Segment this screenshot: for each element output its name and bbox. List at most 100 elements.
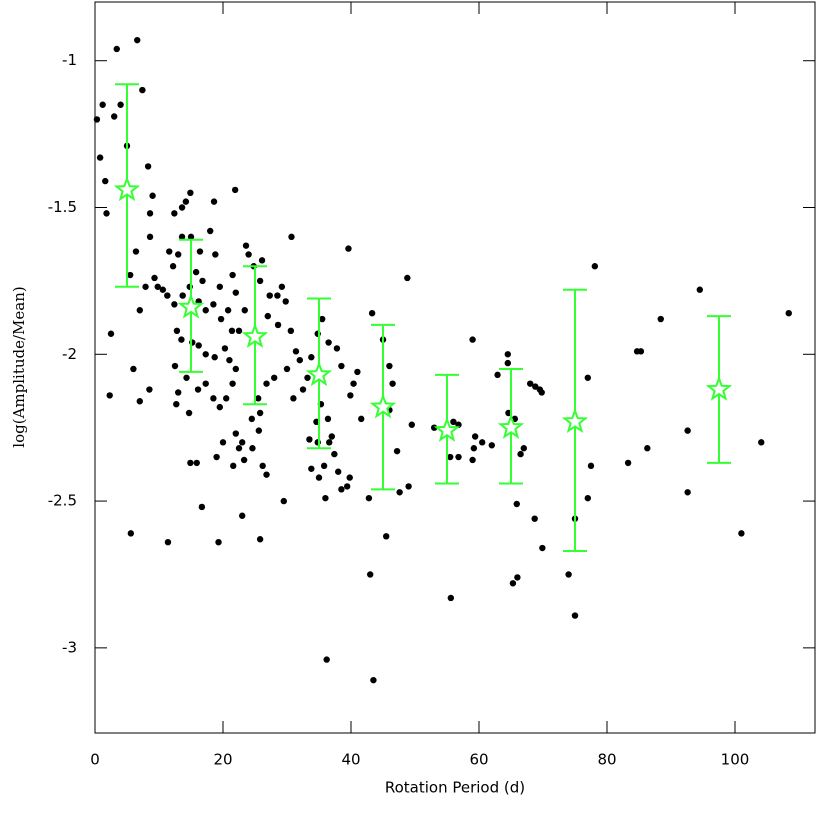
data-point (404, 274, 411, 282)
data-point (447, 594, 455, 602)
data-point (447, 453, 454, 461)
data-point (324, 415, 332, 423)
data-point (343, 483, 351, 490)
y-tick-label: -1 (62, 51, 77, 69)
data-point (103, 210, 110, 217)
data-point (239, 512, 246, 519)
data-point (212, 251, 219, 258)
data-point (187, 189, 194, 197)
data-point (146, 210, 154, 217)
data-point (587, 462, 595, 470)
data-point (231, 186, 239, 194)
data-point (266, 292, 273, 299)
data-point (494, 371, 501, 379)
data-point (509, 580, 517, 587)
data-point (144, 163, 152, 170)
data-point (223, 395, 230, 402)
data-point (175, 251, 182, 258)
data-point (637, 348, 645, 355)
data-point (106, 392, 113, 399)
data-point (193, 459, 200, 467)
data-point (263, 380, 270, 387)
x-tick-label: 20 (213, 751, 232, 769)
bin-mean-star (561, 407, 589, 434)
data-point (455, 453, 462, 461)
data-point (644, 445, 651, 452)
data-point (136, 398, 143, 405)
data-point (306, 436, 313, 443)
data-point (154, 283, 161, 290)
data-point (326, 439, 333, 446)
data-point (175, 389, 182, 396)
data-point (320, 462, 328, 470)
data-point (228, 327, 236, 335)
data-point (235, 327, 243, 335)
data-point (571, 612, 579, 619)
data-point (179, 292, 186, 299)
data-point (245, 251, 252, 258)
data-point (166, 248, 173, 255)
data-point (111, 113, 118, 120)
data-point (758, 439, 765, 446)
data-point (338, 362, 345, 370)
data-point (259, 462, 266, 470)
data-point (232, 430, 239, 437)
data-point (171, 301, 178, 308)
y-tick-label: -2.5 (48, 492, 77, 510)
data-point (354, 368, 361, 376)
data-point (470, 445, 478, 452)
data-point (117, 101, 124, 108)
data-point (232, 365, 239, 373)
data-point (132, 248, 140, 255)
data-point (350, 380, 357, 387)
data-point (308, 354, 315, 361)
data-point (173, 327, 181, 335)
bin-mean-star (113, 176, 141, 202)
data-point (396, 489, 403, 496)
data-point (196, 248, 204, 255)
data-point (198, 503, 206, 511)
data-point (210, 301, 217, 308)
data-point (107, 330, 115, 337)
data-point (139, 86, 146, 94)
data-point (282, 298, 289, 305)
data-point (256, 409, 264, 417)
data-point (358, 415, 365, 423)
data-point (215, 538, 222, 546)
data-point (271, 374, 278, 381)
data-point (584, 494, 591, 502)
data-point (323, 656, 330, 663)
data-point (539, 544, 546, 552)
data-point (256, 277, 264, 285)
data-point (591, 263, 599, 270)
data-point (405, 483, 412, 490)
data-point (469, 336, 476, 343)
x-tick-label: 0 (90, 751, 100, 769)
data-point (624, 459, 632, 467)
data-point (213, 453, 220, 461)
data-point (393, 447, 401, 455)
data-point (684, 489, 691, 496)
bin-mean-star (705, 375, 733, 401)
data-point (229, 271, 236, 279)
data-point (127, 271, 134, 279)
data-point (504, 351, 511, 358)
data-point (471, 433, 479, 440)
data-point (127, 530, 135, 537)
data-point (102, 177, 109, 185)
data-point (229, 380, 236, 387)
data-point (146, 233, 154, 241)
data-point (383, 533, 390, 540)
data-point (239, 439, 246, 446)
data-point (431, 424, 438, 431)
data-point (517, 450, 524, 458)
data-point (346, 474, 353, 481)
data-point (328, 433, 335, 440)
data-point (527, 380, 534, 387)
data-point (333, 345, 341, 352)
plot-frame (94, 1, 816, 734)
data-point (299, 386, 307, 393)
data-point (146, 386, 153, 393)
y-tick-label: -3 (62, 638, 77, 656)
data-point (221, 345, 229, 352)
